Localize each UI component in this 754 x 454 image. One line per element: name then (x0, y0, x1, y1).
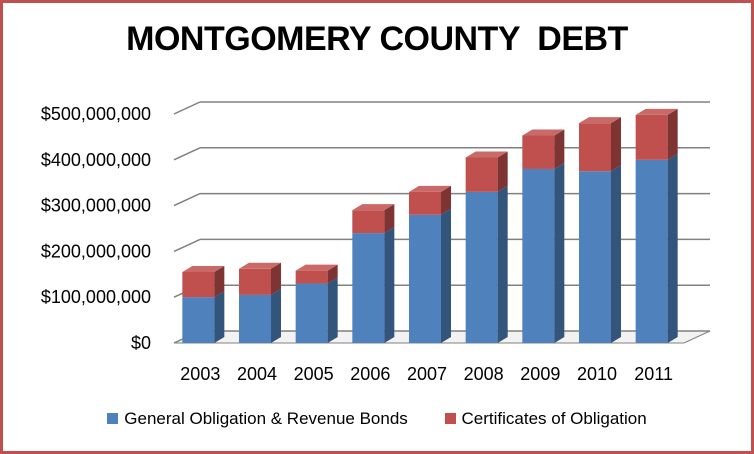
bar-front (409, 191, 441, 215)
gridline-side (173, 238, 201, 253)
bar-general-obligation-2008 (465, 185, 508, 343)
bar-front (295, 283, 328, 343)
bar-top (635, 108, 678, 115)
bar-front (239, 294, 271, 343)
bar-front (635, 159, 668, 343)
bar-general-obligation-2004 (239, 288, 281, 343)
bar-top (239, 262, 281, 269)
y-tick-label: $500,000,000 (41, 104, 151, 124)
x-tick-label: 2009 (520, 364, 560, 384)
x-tick-label: 2010 (577, 364, 617, 384)
x-tick-label: 2006 (350, 364, 390, 384)
legend-swatch-general-obligation (107, 413, 119, 424)
bar-front (465, 191, 498, 343)
legend: General Obligation & Revenue Bonds Certi… (0, 409, 754, 429)
x-tick-label: 2011 (634, 364, 673, 384)
bar-front (635, 114, 668, 160)
x-tick-label: 2005 (294, 364, 334, 384)
bar-certificates-2011 (635, 108, 678, 160)
x-axis-ticks: 2003 2004 2005 2006 2007 2008 2009 2010 2011 (180, 364, 673, 384)
bar-front (522, 168, 555, 343)
bar-general-obligation-2005 (295, 277, 338, 343)
y-tick-label: $300,000,000 (41, 196, 151, 216)
bar-side (384, 227, 395, 343)
bar-front (182, 297, 215, 343)
bar-front (465, 157, 498, 192)
bar-top (182, 266, 225, 273)
bar-front (295, 270, 328, 284)
bar-side (441, 185, 451, 215)
bar-front (239, 268, 271, 295)
legend-item-general-obligation: General Obligation & Revenue Bonds (107, 409, 408, 429)
bar-top (409, 185, 451, 192)
y-tick-label: $100,000,000 (41, 287, 151, 307)
bar-side (667, 153, 678, 343)
bar-front (409, 214, 441, 343)
bar-front (522, 135, 555, 169)
y-tick-label: $400,000,000 (41, 150, 151, 170)
bar-side (441, 208, 451, 343)
y-axis-ticks: $0 $100,000,000 $200,000,000 $300,000,000 $4… (41, 104, 151, 353)
gridline-side (173, 101, 201, 115)
bar-front (352, 233, 385, 343)
bar-side (214, 266, 225, 298)
bar-top (295, 264, 338, 271)
legend-label-certificates: Certificates of Obligation (461, 409, 647, 428)
bar-general-obligation-2007 (409, 208, 451, 343)
x-tick-label: 2003 (180, 364, 220, 384)
x-tick-label: 2007 (407, 364, 447, 384)
bar-side (497, 151, 508, 192)
legend-label-general-obligation: General Obligation & Revenue Bonds (124, 409, 408, 428)
bar-side (554, 162, 565, 343)
x-tick-label: 2004 (237, 364, 277, 384)
bar-top (522, 129, 565, 136)
gridline-side (173, 147, 201, 161)
y-tick-label: $0 (131, 333, 151, 353)
bar-top (579, 117, 621, 124)
bar-certificates-2009 (522, 129, 565, 169)
bar-certificates-2004 (239, 262, 281, 295)
bar-front (352, 210, 385, 234)
bar-side (214, 291, 225, 343)
bar-side (384, 204, 395, 234)
bar-side (667, 108, 678, 160)
bar-general-obligation-2009 (522, 162, 565, 343)
bar-side (554, 129, 565, 169)
bar-side (271, 288, 281, 343)
bar-certificates-2005 (295, 264, 338, 284)
bar-side (271, 262, 281, 295)
bar-side (497, 185, 508, 343)
gridline-side (173, 192, 201, 207)
bar-certificates-2010 (579, 117, 621, 172)
bar-certificates-2008 (465, 151, 508, 192)
bar-top (352, 204, 395, 211)
bar-side (611, 165, 621, 343)
bar-general-obligation-2010 (579, 165, 621, 343)
y-tick-label: $200,000,000 (41, 241, 151, 261)
bar-side (327, 264, 338, 284)
bar-certificates-2003 (182, 266, 225, 298)
bar-general-obligation-2011 (635, 153, 678, 343)
gridlines (173, 101, 710, 344)
bar-general-obligation-2003 (182, 291, 225, 343)
x-tick-label: 2008 (464, 364, 504, 384)
bar-general-obligation-2006 (352, 227, 395, 343)
chart-title: MONTGOMERY COUNTY DEBT (126, 20, 628, 58)
bar-top (465, 151, 508, 158)
bar-front (579, 171, 611, 343)
bar-front (579, 123, 611, 172)
legend-swatch-certificates (444, 413, 456, 424)
bars (182, 108, 678, 343)
bar-side (611, 117, 621, 172)
bar-certificates-2007 (409, 185, 451, 215)
bar-side (327, 277, 338, 343)
bar-certificates-2006 (352, 204, 395, 234)
bar-front (182, 272, 215, 298)
legend-item-certificates: Certificates of Obligation (444, 409, 647, 429)
